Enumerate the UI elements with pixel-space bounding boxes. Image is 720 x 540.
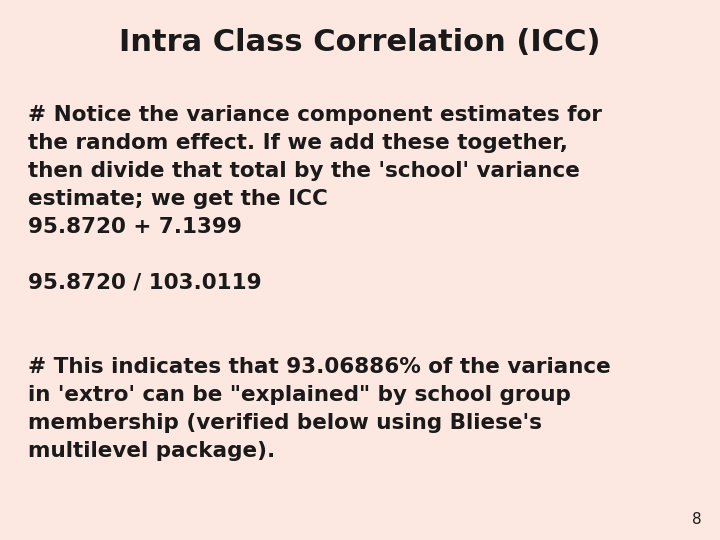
Text: 95.8720 / 103.0119: 95.8720 / 103.0119 — [28, 273, 261, 293]
Text: # This indicates that 93.06886% of the variance: # This indicates that 93.06886% of the v… — [28, 357, 611, 377]
Text: 95.8720 + 7.1399: 95.8720 + 7.1399 — [28, 217, 242, 237]
Text: the random effect. If we add these together,: the random effect. If we add these toget… — [28, 133, 568, 153]
Text: 8: 8 — [693, 511, 702, 526]
Text: multilevel package).: multilevel package). — [28, 441, 275, 461]
Text: membership (verified below using Bliese's: membership (verified below using Bliese'… — [28, 413, 542, 433]
Text: estimate; we get the ICC: estimate; we get the ICC — [28, 189, 328, 209]
Text: in 'extro' can be "explained" by school group: in 'extro' can be "explained" by school … — [28, 385, 571, 405]
Text: Intra Class Correlation (ICC): Intra Class Correlation (ICC) — [120, 28, 600, 57]
Text: # Notice the variance component estimates for: # Notice the variance component estimate… — [28, 105, 602, 125]
Text: then divide that total by the 'school' variance: then divide that total by the 'school' v… — [28, 161, 580, 181]
